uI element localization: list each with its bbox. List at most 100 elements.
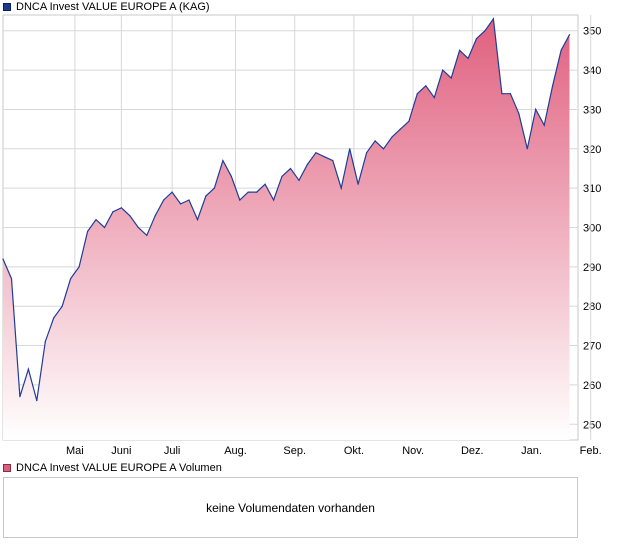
price-point bbox=[374, 140, 376, 142]
price-point bbox=[357, 183, 359, 185]
price-point bbox=[450, 77, 452, 79]
price-point bbox=[391, 136, 393, 138]
price-point bbox=[256, 191, 258, 193]
x-tick-label: Sep. bbox=[283, 445, 306, 457]
price-point bbox=[146, 234, 148, 236]
price-point bbox=[103, 226, 106, 229]
y-tick-label: 270 bbox=[583, 341, 601, 353]
x-tick-label: Okt. bbox=[344, 445, 364, 457]
price-line bbox=[2, 17, 571, 401]
price-chart: 250 260 270 280 290 300 310 320 330 340 350 Mai Juni… bbox=[2, 14, 602, 457]
price-point bbox=[518, 112, 520, 114]
price-point bbox=[442, 69, 444, 71]
price-point bbox=[239, 199, 241, 201]
price-point bbox=[315, 152, 317, 154]
price-point bbox=[526, 148, 528, 150]
x-tick-label: Aug. bbox=[224, 445, 247, 457]
volume-panel: keine Volumendaten vorhanden bbox=[3, 477, 578, 538]
y-tick-label: 350 bbox=[583, 26, 601, 38]
price-point bbox=[425, 85, 427, 87]
price-point bbox=[247, 191, 249, 193]
price-point bbox=[475, 38, 478, 40]
price-point bbox=[416, 93, 418, 95]
chart-legend: DNCA Invest VALUE EUROPE A (KAG) bbox=[3, 0, 210, 14]
price-point bbox=[399, 128, 401, 130]
x-tick-label: Jan. bbox=[521, 445, 542, 457]
price-area-fill bbox=[3, 18, 570, 441]
price-point bbox=[87, 230, 89, 232]
price-point bbox=[188, 199, 190, 201]
x-tick-label: Dez. bbox=[461, 445, 484, 457]
price-point bbox=[196, 219, 199, 221]
price-point bbox=[222, 160, 224, 162]
price-point bbox=[44, 341, 46, 343]
y-tick-label: 300 bbox=[583, 223, 601, 235]
x-tick-label: Juli bbox=[164, 445, 181, 457]
price-point bbox=[552, 85, 554, 87]
price-point bbox=[27, 368, 29, 370]
price-point bbox=[433, 97, 435, 99]
x-tick-label: Feb. bbox=[580, 445, 602, 457]
price-point bbox=[205, 195, 207, 197]
x-tick-label: Juni bbox=[111, 445, 131, 457]
volume-title: DNCA Invest VALUE EUROPE A Volumen bbox=[16, 462, 222, 474]
price-point bbox=[492, 18, 494, 20]
price-point bbox=[543, 124, 545, 126]
price-point bbox=[306, 163, 308, 166]
y-tick-label: 250 bbox=[583, 419, 601, 431]
price-point bbox=[19, 396, 21, 398]
x-tick-label: Nov. bbox=[402, 445, 424, 457]
volume-legend: DNCA Invest VALUE EUROPE A Volumen bbox=[3, 461, 222, 475]
price-point bbox=[112, 211, 114, 213]
price-point bbox=[408, 120, 410, 122]
price-point bbox=[264, 183, 266, 185]
price-point bbox=[78, 266, 80, 268]
price-series-swatch bbox=[3, 3, 11, 11]
price-point bbox=[340, 187, 342, 189]
price-point bbox=[366, 152, 368, 154]
price-point bbox=[332, 160, 334, 162]
price-point bbox=[273, 199, 275, 201]
price-point bbox=[70, 278, 72, 280]
price-point bbox=[349, 148, 351, 150]
price-point bbox=[501, 93, 503, 95]
price-point bbox=[10, 278, 13, 280]
chart-title: DNCA Invest VALUE EUROPE A (KAG) bbox=[16, 1, 210, 13]
price-point bbox=[323, 156, 325, 158]
volume-series-swatch bbox=[3, 464, 11, 472]
price-point bbox=[289, 167, 292, 170]
price-point bbox=[298, 179, 300, 181]
price-point bbox=[281, 175, 283, 177]
price-point bbox=[163, 199, 165, 201]
y-tick-label: 340 bbox=[583, 65, 601, 77]
price-point bbox=[382, 148, 385, 150]
price-point bbox=[154, 215, 156, 217]
price-point bbox=[95, 219, 97, 221]
price-point bbox=[509, 93, 511, 95]
price-point bbox=[467, 57, 469, 59]
price-point bbox=[129, 215, 131, 217]
y-tick-label: 320 bbox=[583, 144, 601, 156]
price-point bbox=[213, 187, 215, 189]
price-point bbox=[2, 258, 4, 260]
price-point bbox=[137, 226, 139, 229]
price-point bbox=[568, 34, 571, 36]
y-tick-label: 310 bbox=[583, 183, 601, 195]
y-tick-label: 330 bbox=[583, 104, 601, 116]
price-point bbox=[36, 400, 38, 402]
price-point bbox=[171, 191, 173, 193]
volume-empty-message: keine Volumendaten vorhanden bbox=[206, 500, 375, 515]
price-point bbox=[535, 108, 537, 110]
price-point bbox=[53, 317, 55, 319]
x-tick-label: Mai bbox=[66, 445, 84, 457]
y-tick-label: 290 bbox=[583, 262, 601, 274]
price-point bbox=[484, 30, 486, 32]
price-point bbox=[61, 305, 63, 307]
price-point bbox=[120, 207, 122, 209]
price-point bbox=[459, 49, 461, 52]
price-point bbox=[180, 203, 182, 205]
price-point bbox=[230, 175, 232, 177]
y-tick-label: 260 bbox=[583, 380, 601, 392]
price-point bbox=[560, 49, 562, 52]
y-tick-label: 280 bbox=[583, 301, 601, 313]
